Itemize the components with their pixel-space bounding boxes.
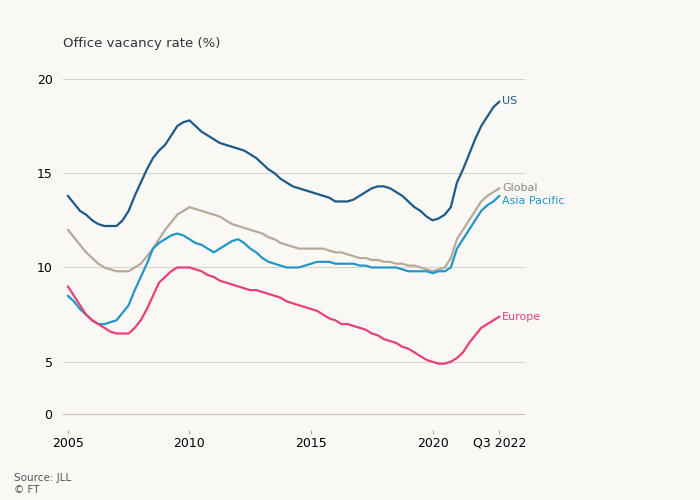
Text: Europe: Europe <box>502 312 541 322</box>
Text: Asia Pacific: Asia Pacific <box>502 196 564 206</box>
Text: US: US <box>502 96 517 106</box>
Text: Office vacancy rate (%): Office vacancy rate (%) <box>63 37 220 50</box>
Text: Global: Global <box>502 184 538 194</box>
Text: Source: JLL
© FT: Source: JLL © FT <box>14 474 71 495</box>
